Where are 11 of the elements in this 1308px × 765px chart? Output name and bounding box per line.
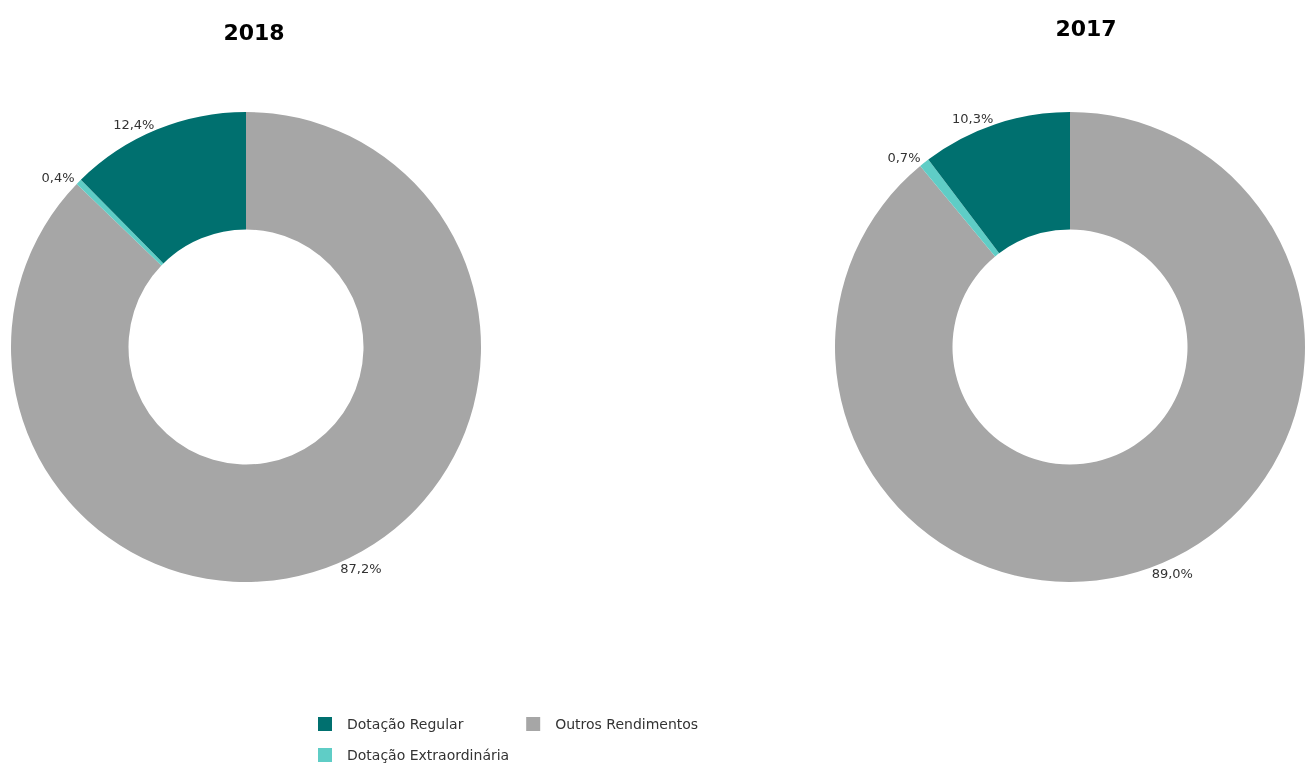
legend-label: Dotação Regular [347,716,464,732]
legend-label: Dotação Extraordinária [347,747,510,763]
data-label: 89,0% [1151,566,1193,582]
chart-title: 2018 [223,19,285,45]
chart-title: 2017 [1055,15,1117,41]
legend-label: Outros Rendimentos [555,716,699,732]
data-label: 12,4% [113,116,155,132]
data-label: 10,3% [952,111,994,127]
data-label: 0,7% [887,150,921,166]
data-label: 0,4% [41,170,75,186]
data-label: 87,2% [340,561,382,577]
